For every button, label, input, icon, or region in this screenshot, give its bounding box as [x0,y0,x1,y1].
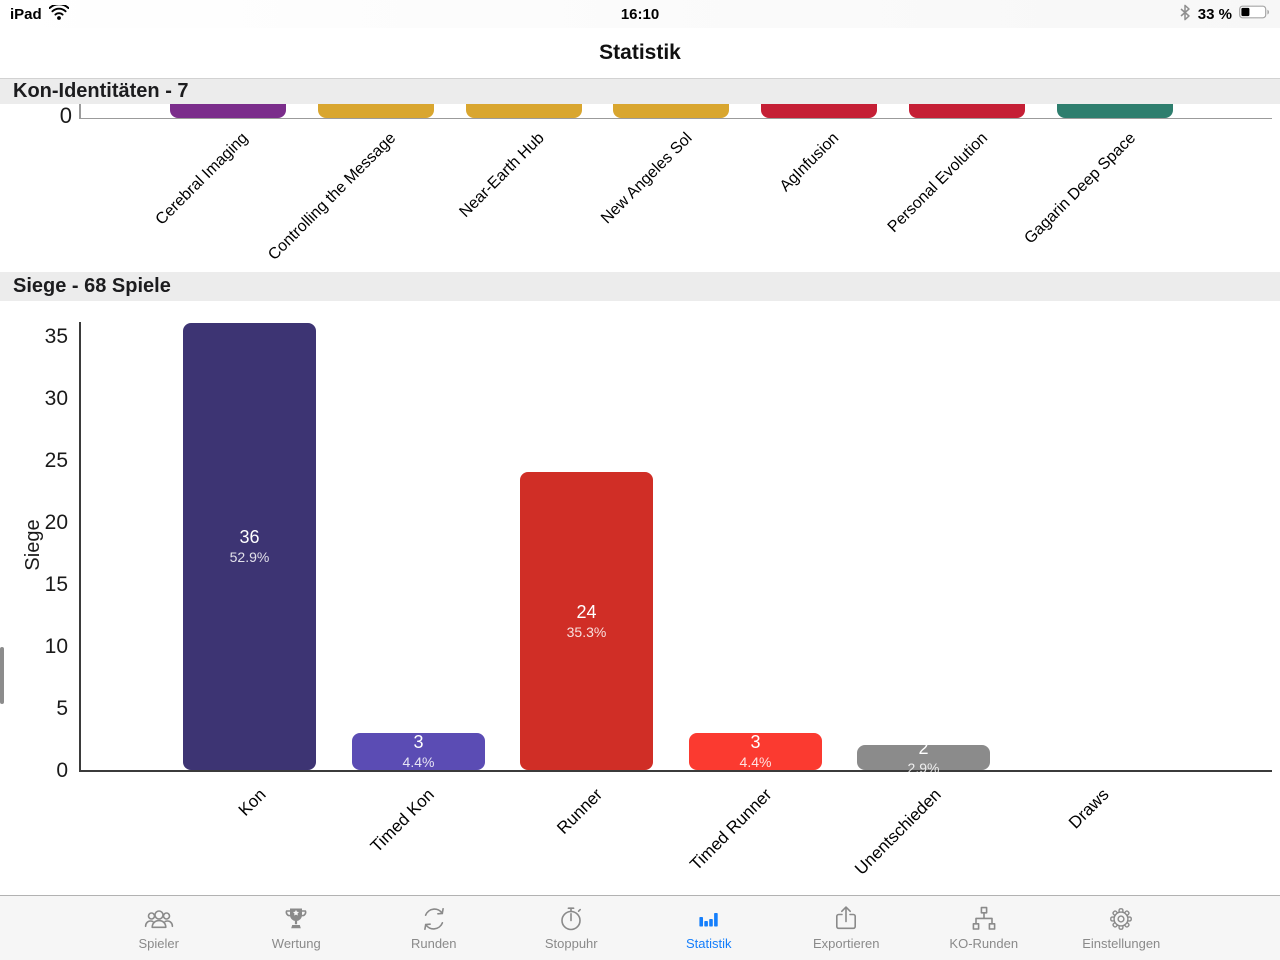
status-time: 16:10 [620,5,660,23]
people-icon [143,902,175,935]
tab-label: Spieler [138,936,179,951]
tab-wertung[interactable]: Wertung [228,896,366,960]
tab-label: Stoppuhr [544,936,598,951]
identity-label: Gagarin Deep Space [1020,129,1139,248]
bar-percent: 52.9% [229,549,270,566]
identity-bar [1057,104,1173,118]
scroll-indicator[interactable] [0,647,4,704]
identities-section-header: Kon-Identitäten - 7 [0,78,1280,104]
wins-bar-timed-kon: 3 4.4% [352,731,485,770]
identity-bar [761,104,877,118]
wins-section-header: Siege - 68 Spiele [0,272,1280,301]
gear-icon [1106,902,1136,935]
y-tick: 30 [44,387,68,410]
bar-percent: 4.4% [739,753,772,770]
tab-bar: Spieler Wertung Runden [0,895,1280,960]
identities-axis-zero: 0 [59,104,72,128]
tab-label: KO-Runden [949,936,1019,951]
tab-stoppuhr[interactable]: Stoppuhr [503,896,641,960]
share-icon [831,902,861,935]
tab-runden[interactable]: Runden [365,896,503,960]
identity-bar [466,104,582,118]
tab-label: Einstellungen [1082,936,1161,951]
tab-ko-runden[interactable]: KO-Runden [915,896,1053,960]
wins-x-label: Timed Kon [367,784,439,857]
bar-percent: 4.4% [402,753,435,770]
wins-x-label: Kon [234,784,270,820]
tab-exportieren[interactable]: Exportieren [778,896,916,960]
bar-value: 3 [413,731,424,752]
wins-x-label: Unentschieden [850,784,945,879]
trophy-icon [281,902,311,935]
wifi-icon [48,2,70,24]
identity-label: Near-Earth Hub [456,129,548,221]
bar-chart-icon [694,902,724,935]
y-tick: 35 [44,325,68,348]
identity-bar [613,104,729,118]
bar-value: 2 [918,738,929,759]
identities-chart: 0 Cerebral Imaging Controlling the Messa… [0,104,1280,272]
identities-y-axis-line [79,104,81,119]
y-tick: 0 [56,759,68,782]
wins-bar-runner: 24 35.3% [520,472,653,770]
tab-label: Statistik [685,936,732,951]
identity-bar [318,104,434,118]
carrier-label: iPad [10,5,42,23]
y-tick: 5 [56,697,68,720]
wins-bar-unentschieden: 2 2.9% [857,739,990,776]
tab-spieler[interactable]: Spieler [90,896,228,960]
tab-label: Wertung [271,936,321,951]
page-title: Statistik [599,41,681,64]
wins-x-axis-line [79,770,1272,772]
status-bar: iPad 16:10 33 % [0,0,1280,28]
bluetooth-icon [1179,4,1191,25]
tab-label: Exportieren [813,936,880,951]
wins-x-label: Timed Runner [686,784,776,875]
y-tick: 10 [44,635,68,658]
tab-einstellungen[interactable]: Einstellungen [1053,896,1191,960]
bar-value: 36 [239,527,260,548]
identities-x-axis-line [79,117,1272,119]
stopwatch-icon [556,902,586,935]
bar-value: 3 [750,731,761,752]
y-tick: 25 [44,449,68,472]
identity-bar [170,104,286,118]
tab-label: Runden [410,936,457,951]
identity-label: AgInfusion [777,129,843,196]
bar-percent: 2.9% [907,760,940,777]
bracket-icon [969,902,999,935]
identity-bar [909,104,1025,118]
y-tick: 20 [44,511,68,534]
y-tick: 15 [44,573,68,596]
bar-percent: 35.3% [566,623,607,640]
refresh-icon [419,902,449,935]
wins-bar-timed-runner: 3 4.4% [689,731,822,770]
battery-icon [1239,5,1270,23]
wins-x-label: Draws [1064,784,1113,833]
nav-bar: Statistik [0,28,1280,78]
identity-label: Controlling the Message [265,129,400,264]
wins-x-label: Runner [553,784,607,838]
identity-label: Personal Evolution [884,129,991,237]
wins-y-axis-line [79,322,81,772]
identity-label: New Angeles Sol [598,129,696,228]
identity-label: Cerebral Imaging [152,129,252,229]
wins-bar-kon: 36 52.9% [183,323,316,770]
bar-value: 24 [576,601,597,622]
battery-percent: 33 % [1197,5,1232,23]
tab-statistik[interactable]: Statistik [640,896,778,960]
